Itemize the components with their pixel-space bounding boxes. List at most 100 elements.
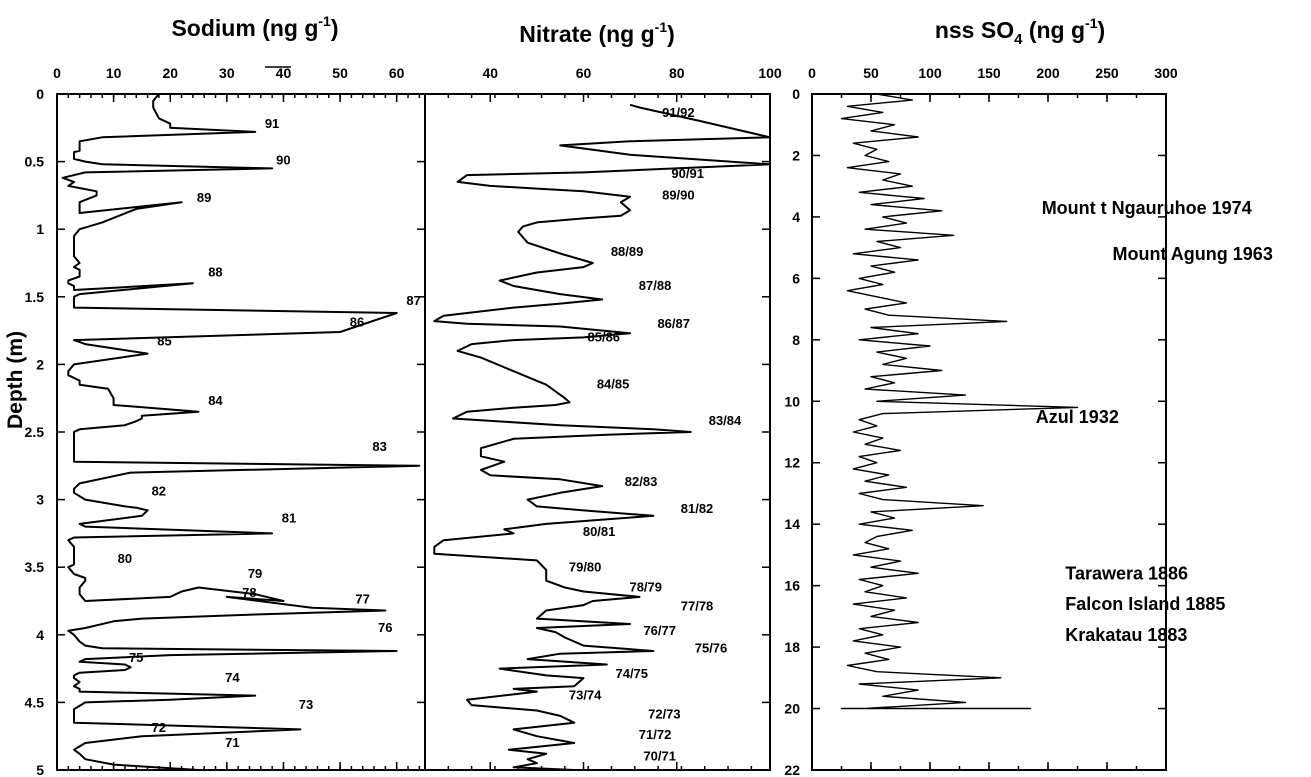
annotation-0-11: 80 bbox=[118, 551, 132, 566]
annotation-0-13: 78 bbox=[242, 585, 256, 600]
annotation-0-15: 76 bbox=[378, 620, 392, 635]
annotation-0-6: 85 bbox=[157, 333, 171, 348]
y-tick-label-0-2: 1 bbox=[36, 221, 44, 237]
annotation-0-2: 89 bbox=[197, 190, 211, 205]
sodium-title: Sodium (ng g-1) bbox=[171, 13, 338, 41]
x-tick-label-1-1: 60 bbox=[576, 65, 592, 81]
annotation-1-16: 75/76 bbox=[695, 640, 728, 655]
panel-2: 0 50 100 150 200 250 300 0 2 4 6 8 10 12 14 16 18 20 22 Mou… bbox=[784, 65, 1272, 777]
y-tick-label-0-8: 4 bbox=[36, 627, 44, 643]
y-tick-label-0-1: 0.5 bbox=[25, 154, 45, 170]
y-tick-label-0-3: 1.5 bbox=[25, 289, 45, 305]
annotation-1-12: 79/80 bbox=[569, 559, 602, 574]
y-tick-label-0-5: 2.5 bbox=[25, 424, 45, 440]
annotation-0-4: 87 bbox=[406, 293, 420, 308]
y-tick-label-0-0: 0 bbox=[36, 86, 44, 102]
panel-0: 0 10 20 30 40 50 60 0 0.5 1 1.5 2 2.5 3 3.5 4 4.5 5 91 90 89… bbox=[25, 65, 426, 777]
x-tick-label-2-4: 200 bbox=[1036, 65, 1060, 81]
x-tick-label-2-0: 0 bbox=[808, 65, 816, 81]
annotation-0-14: 77 bbox=[355, 592, 369, 607]
y-tick-label-2-4: 8 bbox=[792, 332, 800, 348]
panel-1: 40 60 80 100 91/92 90/91 89/90 88/89 87/88 86/87 8… bbox=[424, 65, 782, 771]
annotation-1-19: 72/73 bbox=[648, 707, 681, 722]
annotation-1-18: 73/74 bbox=[569, 688, 602, 703]
x-tick-label-0-3: 30 bbox=[219, 65, 235, 81]
series-line-1-0 bbox=[433, 103, 771, 771]
annotation-0-18: 73 bbox=[299, 697, 313, 712]
annotation-2-5: Krakatau 1883 bbox=[1065, 625, 1187, 645]
annotation-0-17: 74 bbox=[225, 670, 240, 685]
y-tick-label-2-8: 16 bbox=[784, 578, 800, 594]
annotation-1-6: 85/86 bbox=[588, 329, 621, 344]
annotation-1-20: 71/72 bbox=[639, 727, 672, 742]
y-axis-label: Depth (m) bbox=[4, 331, 27, 429]
annotation-0-1: 90 bbox=[276, 152, 290, 167]
annotation-1-9: 82/83 bbox=[625, 474, 658, 489]
annotation-1-3: 88/89 bbox=[611, 244, 644, 259]
annotation-1-1: 90/91 bbox=[671, 166, 704, 181]
annotation-1-5: 86/87 bbox=[657, 316, 690, 331]
annotation-0-16: 75 bbox=[129, 650, 143, 665]
annotation-0-8: 83 bbox=[372, 439, 386, 454]
annotation-0-3: 88 bbox=[208, 265, 222, 280]
annotation-1-8: 83/84 bbox=[709, 413, 742, 428]
annotation-1-2: 89/90 bbox=[662, 187, 695, 202]
x-tick-label-2-1: 50 bbox=[863, 65, 879, 81]
annotation-1-10: 81/82 bbox=[681, 501, 714, 516]
x-tick-label-0-5: 50 bbox=[332, 65, 348, 81]
annotation-0-0: 91 bbox=[265, 116, 279, 131]
y-tick-label-2-6: 12 bbox=[784, 455, 800, 471]
x-tick-label-0-0: 0 bbox=[53, 65, 61, 81]
panels-group: 0 10 20 30 40 50 6000.511.522.533.544.55919089… bbox=[25, 65, 1273, 777]
y-tick-label-0-9: 4.5 bbox=[25, 694, 45, 710]
annotation-2-4: Falcon Island 1885 bbox=[1065, 594, 1225, 614]
annotation-0-5: 86 bbox=[350, 315, 364, 330]
annotation-1-11: 80/81 bbox=[583, 524, 616, 539]
series-line-0-0 bbox=[61, 93, 421, 771]
y-tick-label-2-5: 10 bbox=[784, 393, 800, 409]
series-line-2-0 bbox=[840, 93, 1079, 710]
x-tick-label-0-4: 40 bbox=[276, 65, 292, 81]
x-tick-label-2-3: 150 bbox=[977, 65, 1001, 81]
x-tick-label-2-6: 300 bbox=[1154, 65, 1178, 81]
x-tick-label-1-3: 100 bbox=[758, 65, 782, 81]
annotation-1-13: 78/79 bbox=[629, 580, 662, 595]
x-tick-label-2-5: 250 bbox=[1095, 65, 1119, 81]
y-tick-label-2-10: 20 bbox=[784, 701, 800, 717]
annotation-0-19: 72 bbox=[152, 720, 166, 735]
y-tick-label-0-4: 2 bbox=[36, 356, 44, 372]
x-tick-label-1-0: 40 bbox=[482, 65, 498, 81]
y-tick-label-2-7: 14 bbox=[784, 516, 800, 532]
annotation-1-14: 77/78 bbox=[681, 598, 714, 613]
annotation-2-1: Mount Agung 1963 bbox=[1113, 244, 1273, 264]
annotation-2-0: Mount t Ngauruhoe 1974 bbox=[1042, 198, 1252, 218]
panel-frame-0 bbox=[56, 93, 426, 771]
annotation-0-10: 81 bbox=[282, 511, 296, 526]
nitrate-title: Nitrate (ng g-1) bbox=[519, 19, 675, 47]
annotation-1-15: 76/77 bbox=[643, 623, 676, 638]
annotation-0-20: 71 bbox=[225, 735, 239, 750]
y-tick-label-2-11: 22 bbox=[784, 762, 800, 777]
y-tick-label-2-0: 0 bbox=[792, 86, 800, 102]
annotation-1-17: 74/75 bbox=[615, 666, 648, 681]
y-tick-label-0-7: 3.5 bbox=[25, 559, 45, 575]
annotation-1-21: 70/71 bbox=[643, 749, 676, 764]
x-tick-label-2-2: 100 bbox=[918, 65, 942, 81]
panel-frame-1 bbox=[424, 93, 771, 771]
y-tick-label-2-3: 6 bbox=[792, 270, 800, 286]
y-tick-label-2-9: 18 bbox=[784, 639, 800, 655]
x-tick-label-1-2: 80 bbox=[669, 65, 685, 81]
annotation-0-9: 82 bbox=[152, 484, 166, 499]
y-tick-label-0-10: 5 bbox=[36, 762, 44, 777]
annotation-1-7: 84/85 bbox=[597, 377, 630, 392]
x-tick-label-0-2: 20 bbox=[162, 65, 178, 81]
y-tick-label-0-6: 3 bbox=[36, 492, 44, 508]
x-tick-label-0-1: 10 bbox=[106, 65, 122, 81]
annotation-2-3: Tarawera 1886 bbox=[1065, 563, 1188, 583]
annotation-0-12: 79 bbox=[248, 566, 262, 581]
annotation-0-7: 84 bbox=[208, 393, 223, 408]
y-tick-label-2-2: 4 bbox=[792, 209, 800, 225]
annotation-1-4: 87/88 bbox=[639, 278, 672, 293]
x-tick-label-0-6: 60 bbox=[389, 65, 405, 81]
